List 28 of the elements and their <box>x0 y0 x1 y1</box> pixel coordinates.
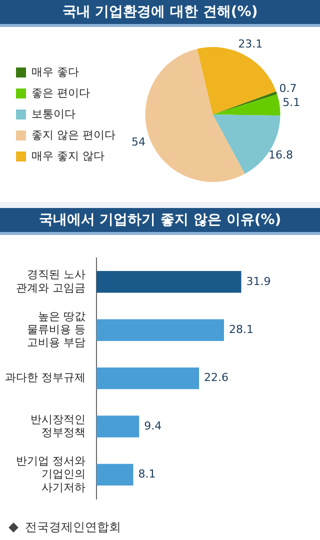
bar <box>96 271 242 293</box>
text: 전국경제인연합회 <box>25 519 121 536</box>
legend-label: 매우 좋지 않다 <box>32 149 104 162</box>
data-label: 8.1 <box>138 468 156 481</box>
data-label: 54 <box>131 136 146 149</box>
data-label: 31.9 <box>246 274 271 288</box>
data-label: 9.4 <box>144 419 162 432</box>
legend-label: 좋은 편이다 <box>32 86 90 100</box>
y-tick-label: 높은 땅값 물류비용 등 고비용 부담 <box>26 310 86 350</box>
bar <box>96 416 140 438</box>
y-tick-label: 반기업 정서와 기업인의 사기저하 <box>16 454 86 494</box>
data-label: 16.8 <box>268 148 293 162</box>
data-label: 22.6 <box>204 371 229 384</box>
legend-label: 보통이다 <box>32 107 76 120</box>
legend-label: 좋지 않은 편이다 <box>32 128 116 142</box>
chart-title: 국내에서 기업하기 좋지 않은 이유(%) <box>0 208 320 235</box>
y-tick-label: 반시장적인 정부정책 <box>30 412 86 439</box>
data-label: 28.1 <box>229 322 254 336</box>
y-tick-label: 경직된 노사 관계와 고임금 <box>16 268 86 294</box>
data-label: 0.7 <box>279 82 297 95</box>
bar <box>96 367 200 390</box>
legend-label: 매우 좋다 <box>32 65 79 78</box>
bar <box>96 319 224 341</box>
data-label: 5.1 <box>282 96 300 109</box>
bar <box>96 464 134 486</box>
chart-title: 국내 기업환경에 대한 견해(%) <box>0 0 320 27</box>
data-label: 23.1 <box>238 37 263 50</box>
y-tick-label: 과다한 정부규제 <box>4 371 86 384</box>
